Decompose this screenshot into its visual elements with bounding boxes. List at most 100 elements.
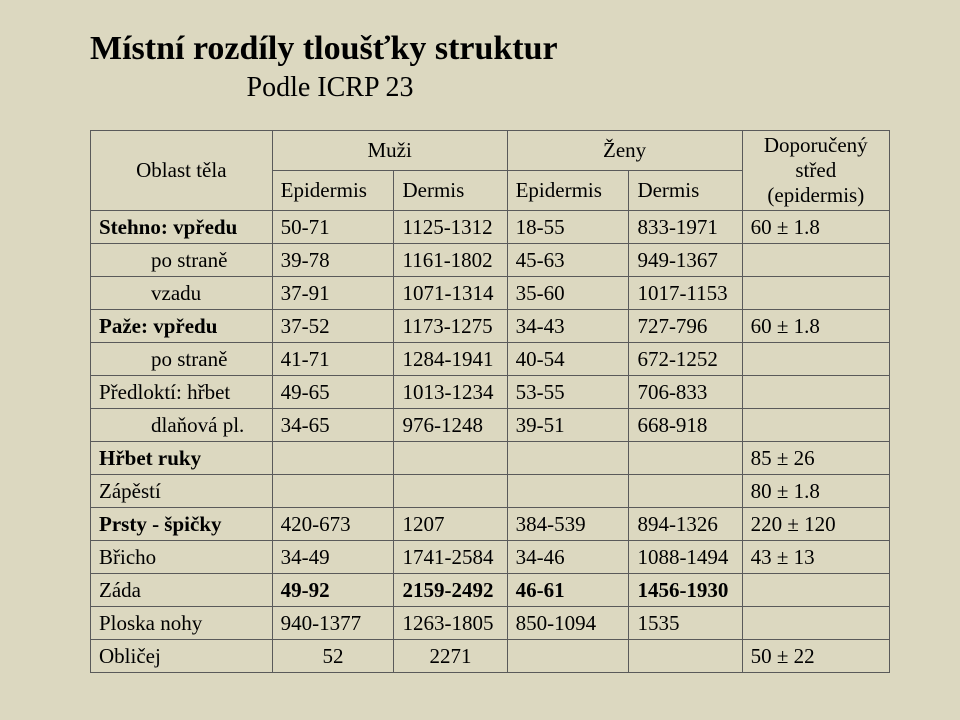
cell-we: 39-51 [507,409,629,442]
cell-md: 1173-1275 [394,310,507,343]
cell-we: 18-55 [507,211,629,244]
row-label: Paže: vpředu [91,310,273,343]
table-row: Obličej522271 50 ± 22 [91,640,890,673]
cell-we: 35-60 [507,277,629,310]
cell-wd: 1017-1153 [629,277,742,310]
cell-md: 1207 [394,508,507,541]
table-row: Břicho34-491741-258434-461088-149443 ± 1… [91,541,890,574]
cell-we [507,475,629,508]
cell-we [507,442,629,475]
row-label: Obličej [91,640,273,673]
row-label: Předloktí: hřbet [91,376,273,409]
cell-rec [742,244,889,277]
cell-md: 1161-1802 [394,244,507,277]
row-label: Zápěstí [91,475,273,508]
cell-md [394,442,507,475]
cell-me: 49-92 [272,574,394,607]
row-label: Záda [91,574,273,607]
cell-we [507,640,629,673]
cell-wd: 668-918 [629,409,742,442]
cell-we: 850-1094 [507,607,629,640]
cell-me: 39-78 [272,244,394,277]
cell-me: 37-91 [272,277,394,310]
cell-me: 41-71 [272,343,394,376]
cell-wd: 706-833 [629,376,742,409]
table-row: Prsty - špičky420-6731207384-539894-1326… [91,508,890,541]
cell-wd: 1535 [629,607,742,640]
cell-rec: 60 ± 1.8 [742,211,889,244]
page-title: Místní rozdíly tloušťky struktur [90,30,890,68]
header-der-w: Dermis [629,171,742,211]
cell-me: 50-71 [272,211,394,244]
cell-me: 34-49 [272,541,394,574]
cell-me [272,442,394,475]
header-women: Ženy [507,131,742,171]
cell-md: 1013-1234 [394,376,507,409]
header-men: Muži [272,131,507,171]
cell-we: 53-55 [507,376,629,409]
cell-me: 940-1377 [272,607,394,640]
table-row: Ploska nohy940-13771263-1805850-10941535 [91,607,890,640]
cell-wd [629,442,742,475]
data-table: Oblast těla Muži Ženy Doporučený střed (… [90,130,890,673]
cell-wd: 1456-1930 [629,574,742,607]
cell-we: 46-61 [507,574,629,607]
cell-wd [629,640,742,673]
cell-rec [742,409,889,442]
cell-me: 52 [272,640,394,673]
cell-we: 40-54 [507,343,629,376]
cell-md: 2271 [394,640,507,673]
cell-rec: 60 ± 1.8 [742,310,889,343]
cell-md: 1284-1941 [394,343,507,376]
cell-wd: 949-1367 [629,244,742,277]
row-label: po straně [91,244,273,277]
row-label: vzadu [91,277,273,310]
cell-md: 1263-1805 [394,607,507,640]
cell-me [272,475,394,508]
row-label: Břicho [91,541,273,574]
cell-wd: 727-796 [629,310,742,343]
row-label: po straně [91,343,273,376]
cell-wd [629,475,742,508]
cell-rec: 50 ± 22 [742,640,889,673]
cell-rec: 80 ± 1.8 [742,475,889,508]
row-label: Prsty - špičky [91,508,273,541]
cell-wd: 672-1252 [629,343,742,376]
page-subtitle: Podle ICRP 23 [90,72,570,104]
cell-me: 34-65 [272,409,394,442]
row-label: Ploska nohy [91,607,273,640]
header-area: Oblast těla [91,131,273,211]
cell-md: 2159-2492 [394,574,507,607]
cell-we: 45-63 [507,244,629,277]
cell-we: 34-43 [507,310,629,343]
cell-md: 976-1248 [394,409,507,442]
table-row: Zápěstí 80 ± 1.8 [91,475,890,508]
row-label: Stehno: vpředu [91,211,273,244]
cell-wd: 1088-1494 [629,541,742,574]
cell-rec: 220 ± 120 [742,508,889,541]
cell-me: 420-673 [272,508,394,541]
table-row: po straně41-711284-194140-54672-1252 [91,343,890,376]
row-label: Hřbet ruky [91,442,273,475]
row-label: dlaňová pl. [91,409,273,442]
header-der-m: Dermis [394,171,507,211]
cell-rec: 85 ± 26 [742,442,889,475]
cell-rec [742,343,889,376]
table-row: Záda49-922159-249246-611456-1930 [91,574,890,607]
cell-rec [742,376,889,409]
table-row: Předloktí: hřbet49-651013-123453-55706-8… [91,376,890,409]
cell-rec [742,277,889,310]
header-rec: Doporučený střed (epidermis) [742,131,889,211]
cell-wd: 894-1326 [629,508,742,541]
table-row: Hřbet ruky 85 ± 26 [91,442,890,475]
header-epi-m: Epidermis [272,171,394,211]
table-row: po straně39-781161-180245-63949-1367 [91,244,890,277]
cell-rec: 43 ± 13 [742,541,889,574]
cell-me: 49-65 [272,376,394,409]
table-row: Paže: vpředu37-521173-127534-43727-79660… [91,310,890,343]
cell-rec [742,607,889,640]
table-row: vzadu37-911071-131435-601017-1153 [91,277,890,310]
cell-me: 37-52 [272,310,394,343]
cell-md: 1741-2584 [394,541,507,574]
cell-we: 34-46 [507,541,629,574]
